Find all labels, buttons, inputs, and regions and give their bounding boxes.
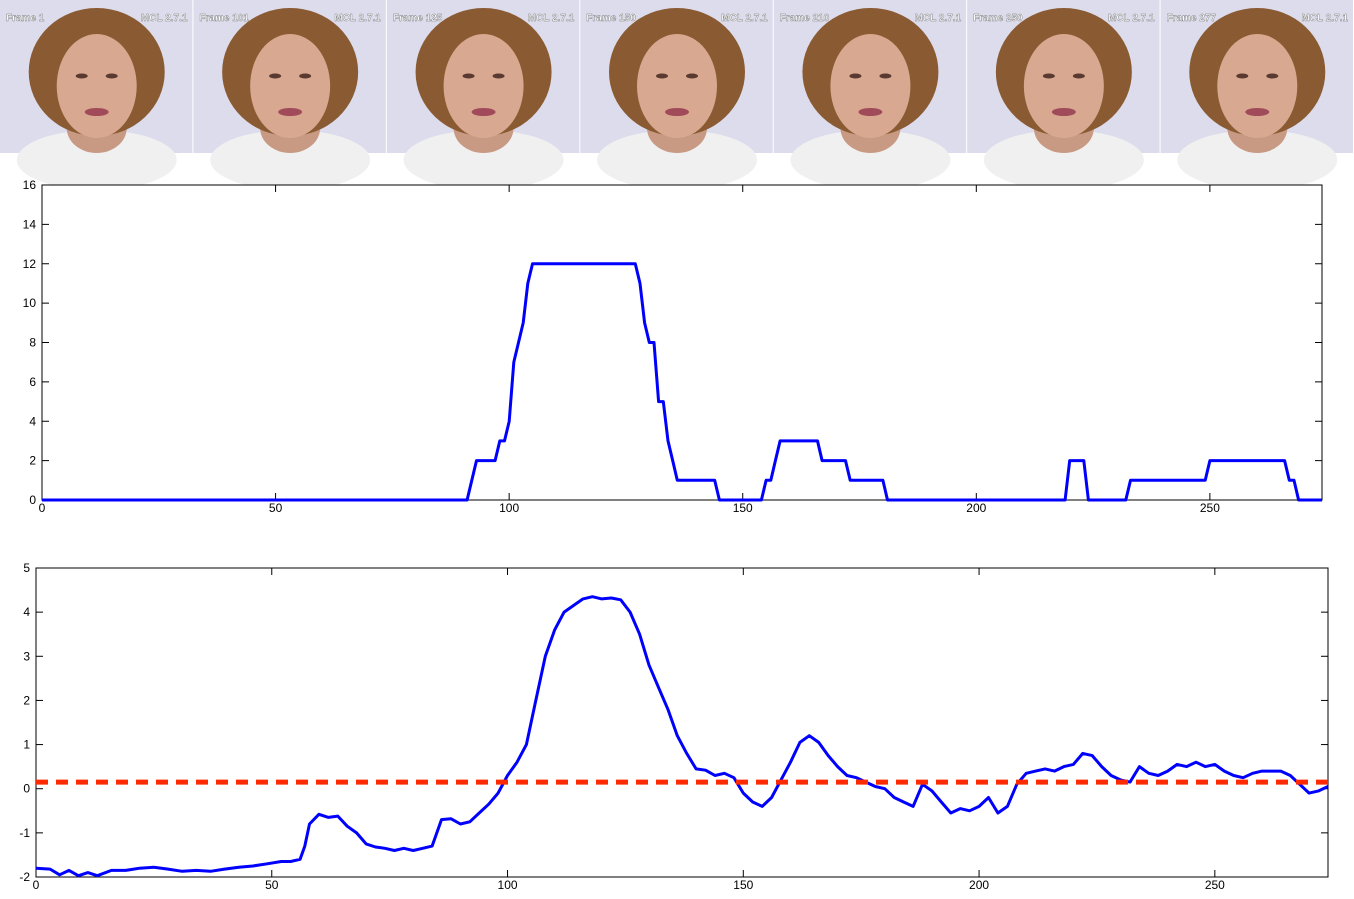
x-tick-label: 50 <box>269 501 283 515</box>
eye <box>656 73 668 79</box>
face <box>1023 34 1104 138</box>
eye <box>492 73 505 79</box>
x-tick-label: 200 <box>969 878 989 892</box>
y-tick-label: 8 <box>29 336 36 350</box>
face <box>443 34 524 138</box>
mouth <box>471 108 496 116</box>
frame-tag: MCL 2.7.1 <box>528 13 575 24</box>
x-tick-label: 0 <box>39 501 46 515</box>
x-tick-label: 0 <box>33 878 40 892</box>
plot-area <box>35 567 1329 878</box>
frame-tag: MCL 2.7.1 <box>721 13 768 24</box>
frame-label: Frame 1 <box>6 13 45 24</box>
mouth <box>278 108 303 116</box>
eye <box>879 73 892 79</box>
frame-label: Frame 277 <box>1167 13 1217 24</box>
frame-tag: MCL 2.7.1 <box>1302 13 1349 24</box>
x-tick-label: 250 <box>1205 878 1225 892</box>
frame-label: Frame 125 <box>393 13 443 24</box>
eye <box>269 73 282 79</box>
eye <box>849 73 862 79</box>
shirt <box>1177 130 1338 190</box>
shirt <box>597 130 757 190</box>
y-tick-label: 6 <box>29 375 36 389</box>
eye <box>299 73 312 79</box>
shirt <box>983 130 1144 190</box>
eye <box>1072 73 1085 79</box>
frame-tag: MCL 2.7.1 <box>915 13 962 24</box>
data-line <box>42 262 1322 502</box>
x-tick-label: 200 <box>966 501 986 515</box>
eye <box>462 73 475 79</box>
y-tick-label: 5 <box>23 561 30 575</box>
mouth <box>1245 108 1270 116</box>
face <box>830 34 911 138</box>
y-tick-label: 4 <box>29 414 36 428</box>
frame-label: Frame 250 <box>973 13 1023 24</box>
face <box>1217 34 1298 138</box>
frame-strip: Frame 1 MCL 2.7.1 Frame 101 MCL 2.7.1 Frame … <box>0 0 1353 190</box>
x-tick-label: 100 <box>499 501 519 515</box>
y-tick-label: 1 <box>23 738 30 752</box>
frame-tag: MCL 2.7.1 <box>334 13 381 24</box>
face <box>56 34 137 138</box>
frame-label: Frame 150 <box>586 13 636 24</box>
x-tick-label: 150 <box>733 501 753 515</box>
y-tick-label: 4 <box>23 605 30 619</box>
shirt <box>790 130 951 190</box>
shirt <box>210 130 371 190</box>
x-tick-label: 100 <box>498 878 518 892</box>
y-tick-label: 12 <box>23 257 37 271</box>
x-tick-label: 50 <box>265 878 279 892</box>
frame-tag: MCL 2.7.1 <box>1108 13 1155 24</box>
shirt <box>16 130 177 190</box>
y-tick-label: 0 <box>23 782 30 796</box>
eye <box>686 73 698 79</box>
y-tick-label: 2 <box>23 693 30 707</box>
frame-label: Frame 210 <box>780 13 830 24</box>
y-tick-label: 0 <box>29 493 36 507</box>
frame-label: Frame 101 <box>199 13 249 24</box>
eye <box>75 73 88 79</box>
x-tick-label: 150 <box>733 878 753 892</box>
mouth <box>1051 108 1076 116</box>
frame-tag: MCL 2.7.1 <box>141 13 188 24</box>
y-tick-label: 10 <box>23 296 37 310</box>
mouth <box>858 108 883 116</box>
mouth <box>84 108 109 116</box>
eye <box>1042 73 1055 79</box>
face <box>250 34 331 138</box>
y-tick-label: -2 <box>19 870 30 884</box>
mouth <box>665 108 689 116</box>
eye <box>1236 73 1249 79</box>
eye <box>1266 73 1279 79</box>
y-tick-label: 3 <box>23 649 30 663</box>
y-tick-label: 14 <box>23 217 37 231</box>
face <box>637 34 717 138</box>
shirt <box>403 130 564 190</box>
y-tick-label: 16 <box>23 178 37 192</box>
y-tick-label: 2 <box>29 454 36 468</box>
plot-area <box>41 184 1323 501</box>
y-tick-label: -1 <box>19 826 30 840</box>
x-tick-label: 250 <box>1200 501 1220 515</box>
eye <box>105 73 118 79</box>
